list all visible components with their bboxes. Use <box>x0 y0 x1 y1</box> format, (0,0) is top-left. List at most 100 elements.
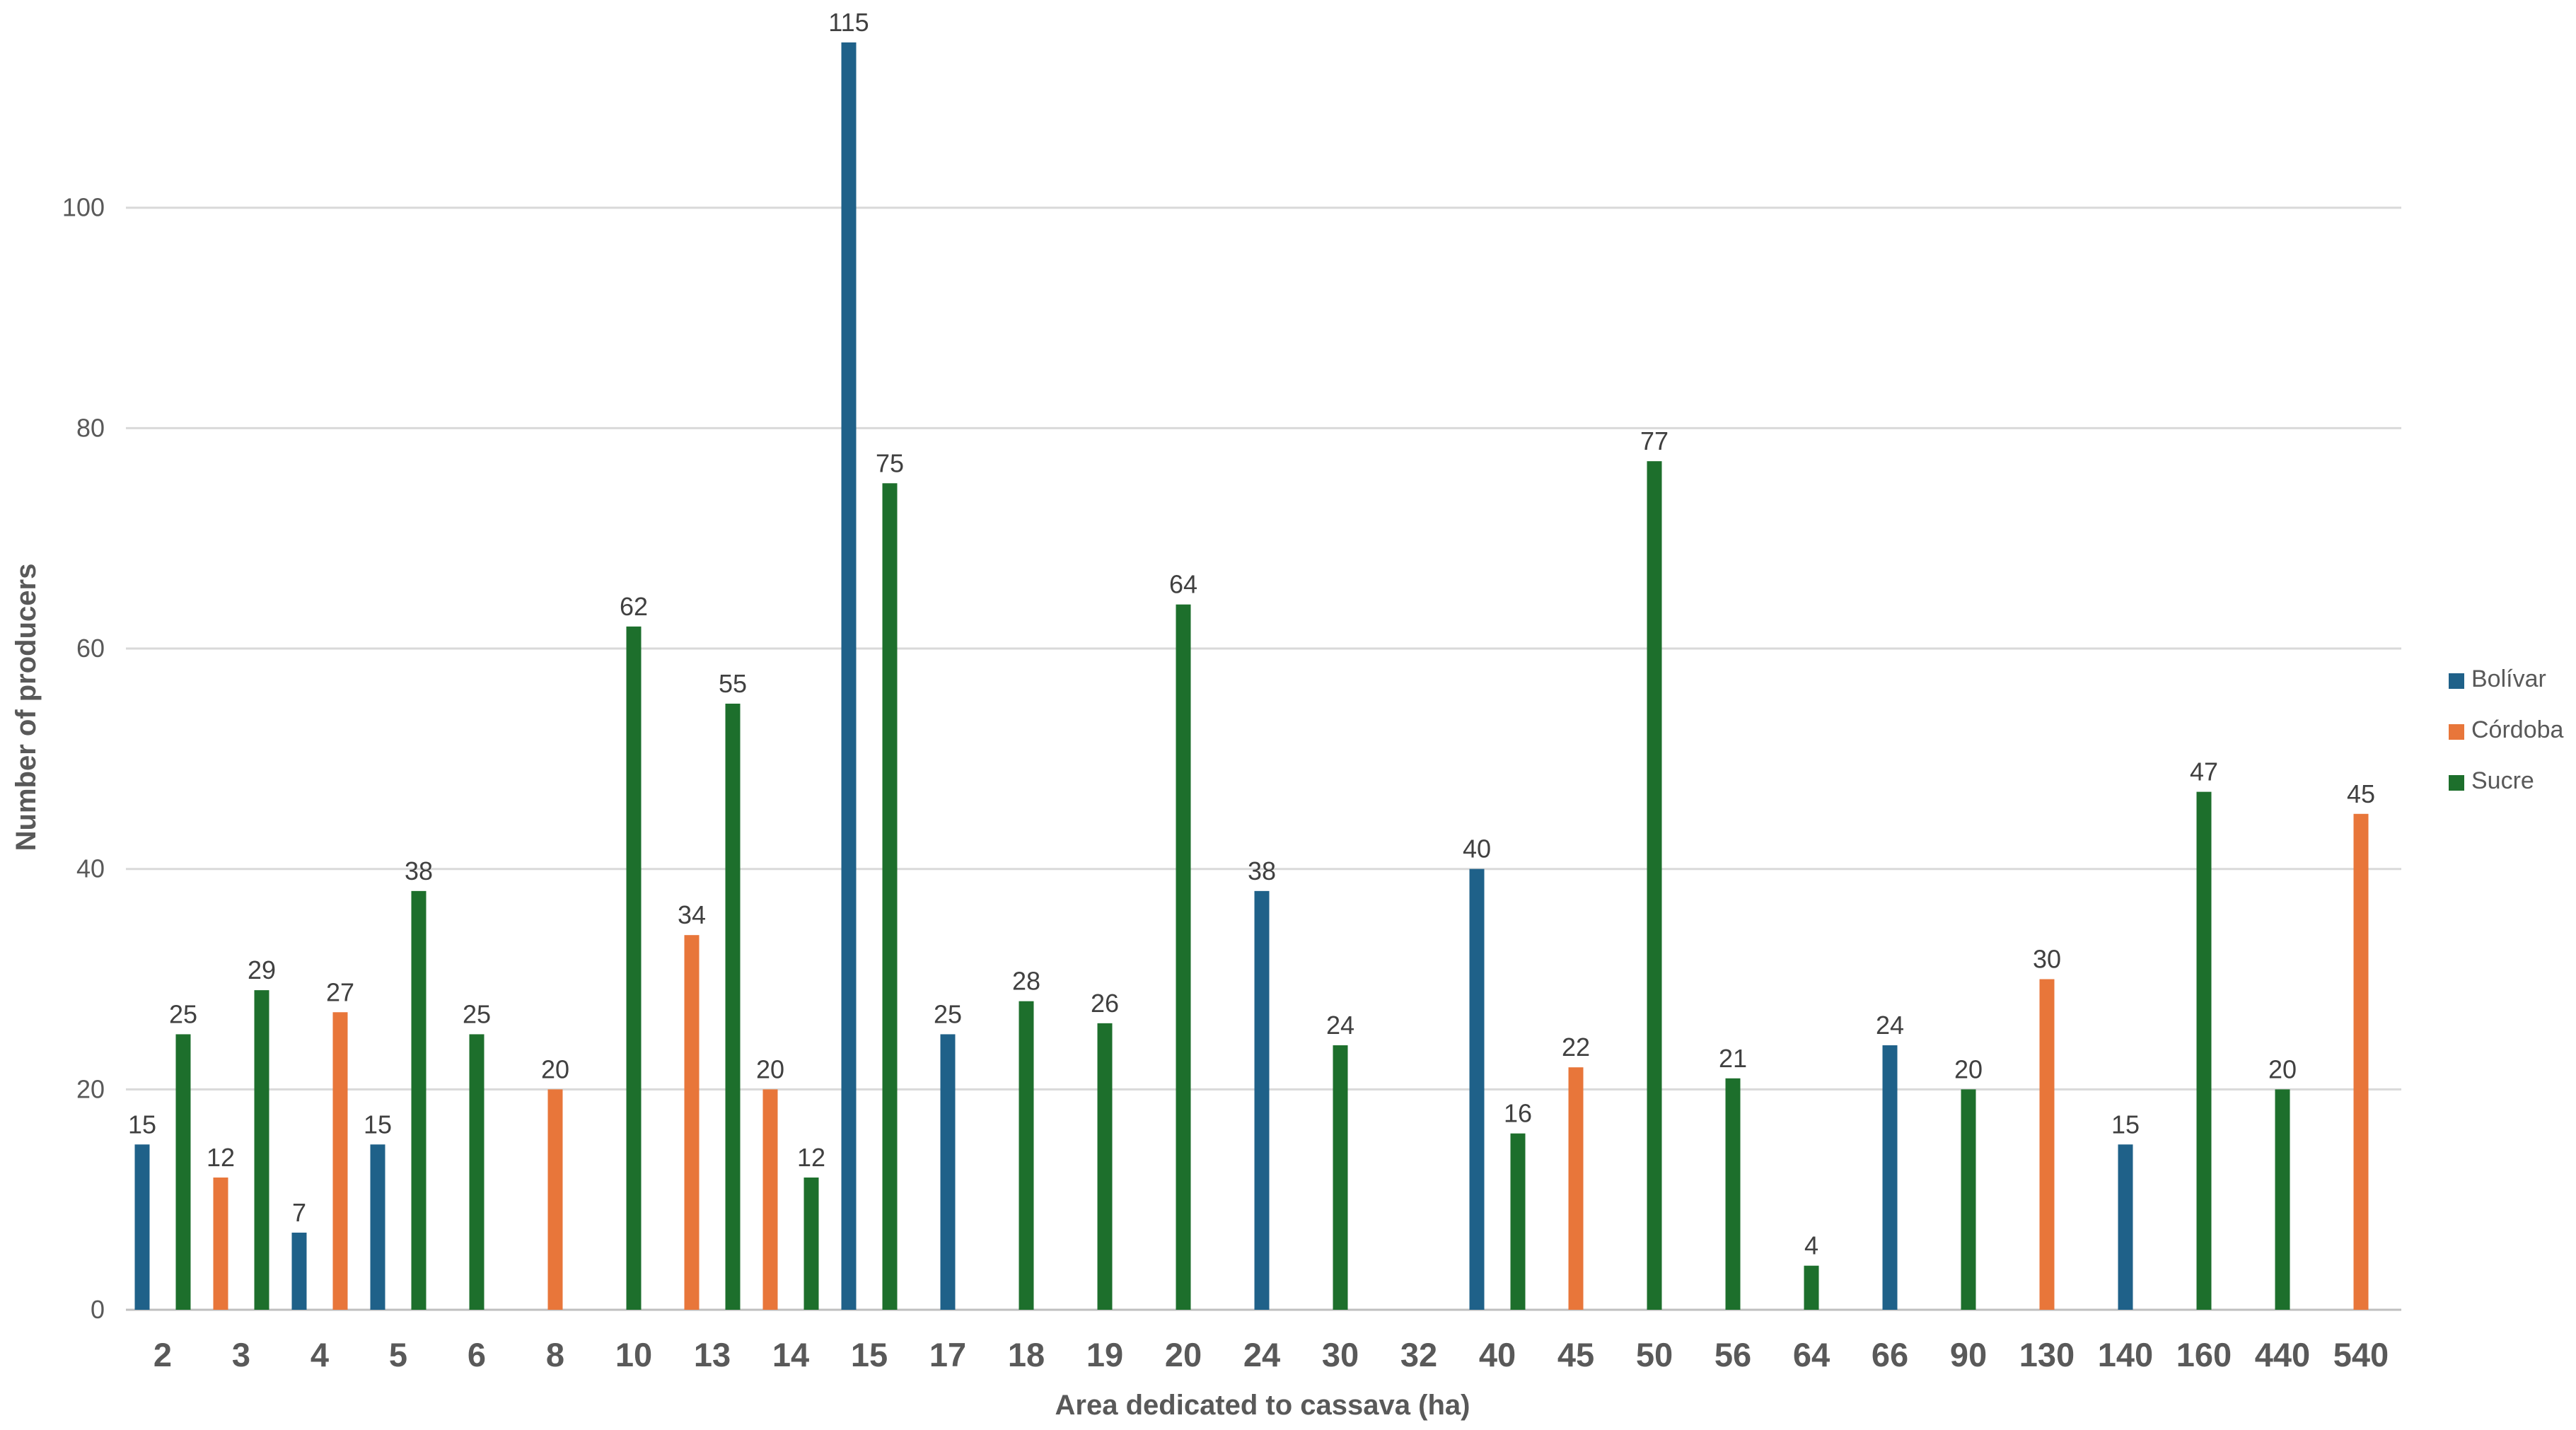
bar-bol-var-66 <box>1882 1045 1898 1310</box>
data-label: 25 <box>934 999 962 1028</box>
x-tick-label: 4 <box>311 1336 329 1373</box>
legend-swatch <box>2449 724 2464 740</box>
data-label: 4 <box>1804 1231 1818 1260</box>
data-label: 45 <box>2347 779 2375 808</box>
bars <box>134 42 2369 1310</box>
bar-sucre-90 <box>1961 1089 1976 1310</box>
bar-sucre-19 <box>1097 1023 1113 1310</box>
x-tick-label: 66 <box>1872 1336 1908 1373</box>
data-label: 75 <box>876 448 904 477</box>
data-label: 25 <box>169 999 197 1028</box>
bar-sucre-160 <box>2196 791 2212 1310</box>
x-tick-label: 8 <box>546 1336 564 1373</box>
bar-c-rdoba-3 <box>213 1178 228 1310</box>
data-label: 7 <box>292 1198 306 1227</box>
data-label: 26 <box>1091 989 1119 1018</box>
data-label: 38 <box>405 856 433 885</box>
data-label: 55 <box>719 669 747 698</box>
bar-sucre-5 <box>411 890 427 1310</box>
bar-c-rdoba-540 <box>2353 813 2369 1310</box>
bar-bol-var-5 <box>370 1144 385 1310</box>
x-axis-ticks: 2 3 4 5 6 8 10 13 14 15 17 18 19 20 24 30 32 40 45 50 56 64 66… <box>153 1336 2389 1373</box>
x-tick-label: 40 <box>1479 1336 1516 1373</box>
bar-bol-var-140 <box>2118 1144 2133 1310</box>
data-label: 115 <box>828 8 869 37</box>
legend-swatch <box>2449 673 2464 689</box>
bar-sucre-15 <box>882 483 898 1310</box>
data-label: 15 <box>128 1110 156 1139</box>
bar-sucre-3 <box>254 990 269 1310</box>
x-axis-title: Area dedicated to cassava (ha) <box>1055 1390 1470 1421</box>
bar-sucre-440 <box>2275 1089 2290 1310</box>
bar-sucre-56 <box>1725 1078 1741 1310</box>
bar-bol-var-2 <box>134 1144 150 1310</box>
data-label: 20 <box>756 1054 784 1083</box>
x-tick-label: 6 <box>468 1336 486 1373</box>
y-axis-title: Number of producers <box>11 564 42 851</box>
data-label: 24 <box>1326 1011 1354 1040</box>
legend: Bolívar Córdoba Sucre <box>2449 665 2564 794</box>
x-tick-label: 64 <box>1793 1336 1830 1373</box>
x-tick-label: 30 <box>1322 1336 1359 1373</box>
x-tick-label: 45 <box>1557 1336 1594 1373</box>
legend-label: Córdoba <box>2471 716 2564 743</box>
data-label: 47 <box>2190 757 2218 786</box>
bar-sucre-30 <box>1333 1045 1348 1310</box>
bar-sucre-6 <box>469 1034 485 1310</box>
x-tick-label: 14 <box>772 1336 809 1373</box>
x-tick-label: 160 <box>2176 1336 2232 1373</box>
x-tick-label: 15 <box>851 1336 888 1373</box>
bar-c-rdoba-8 <box>547 1089 563 1310</box>
x-tick-label: 10 <box>615 1336 652 1373</box>
x-tick-label: 32 <box>1400 1336 1437 1373</box>
bar-bol-var-4 <box>291 1232 307 1310</box>
y-tick-label: 0 <box>91 1295 105 1324</box>
bar-sucre-40 <box>1510 1133 1526 1310</box>
bar-sucre-50 <box>1647 461 1662 1310</box>
bar-sucre-2 <box>175 1034 191 1310</box>
data-label: 15 <box>2111 1110 2140 1139</box>
x-tick-label: 5 <box>389 1336 407 1373</box>
x-tick-label: 18 <box>1008 1336 1045 1373</box>
data-label: 27 <box>326 977 354 1006</box>
data-label: 30 <box>2033 945 2061 974</box>
x-tick-label: 130 <box>2019 1336 2075 1373</box>
data-label: 12 <box>207 1143 235 1172</box>
legend-swatch <box>2449 775 2464 791</box>
y-tick-label: 100 <box>62 193 105 222</box>
bar-bol-var-40 <box>1469 868 1485 1310</box>
x-tick-label: 540 <box>2333 1336 2389 1373</box>
x-tick-label: 19 <box>1086 1336 1123 1373</box>
data-label: 12 <box>797 1143 825 1172</box>
data-label: 15 <box>364 1110 392 1139</box>
x-tick-label: 140 <box>2098 1336 2153 1373</box>
x-tick-label: 20 <box>1165 1336 1202 1373</box>
bar-c-rdoba-14 <box>762 1089 778 1310</box>
bar-sucre-64 <box>1804 1265 1819 1310</box>
bar-sucre-10 <box>626 626 642 1310</box>
data-label: 28 <box>1012 967 1040 996</box>
data-label: 24 <box>1876 1011 1904 1040</box>
data-label: 77 <box>1640 426 1669 455</box>
x-tick-label: 3 <box>232 1336 250 1373</box>
bar-sucre-18 <box>1019 1001 1034 1310</box>
data-label: 62 <box>620 592 648 621</box>
data-labels: 15 25 12 29 7 27 15 38 25 20 62 34 55 20 12 115 75 25 28 26… <box>128 8 2375 1260</box>
x-tick-label: 24 <box>1243 1336 1280 1373</box>
data-label: 20 <box>2268 1054 2297 1083</box>
data-label: 20 <box>1954 1054 1983 1083</box>
bar-c-rdoba-4 <box>332 1012 348 1310</box>
data-label: 21 <box>1719 1044 1747 1073</box>
x-tick-label: 13 <box>694 1336 731 1373</box>
y-tick-label: 60 <box>76 634 105 663</box>
bar-c-rdoba-13 <box>684 935 700 1310</box>
data-label: 22 <box>1562 1033 1590 1062</box>
x-tick-label: 90 <box>1950 1336 1987 1373</box>
data-label: 34 <box>678 900 706 929</box>
x-tick-label: 56 <box>1715 1336 1751 1373</box>
bar-bol-var-15 <box>841 42 857 1310</box>
data-label: 40 <box>1463 835 1491 864</box>
x-tick-label: 50 <box>1636 1336 1673 1373</box>
legend-label: Sucre <box>2471 767 2534 794</box>
